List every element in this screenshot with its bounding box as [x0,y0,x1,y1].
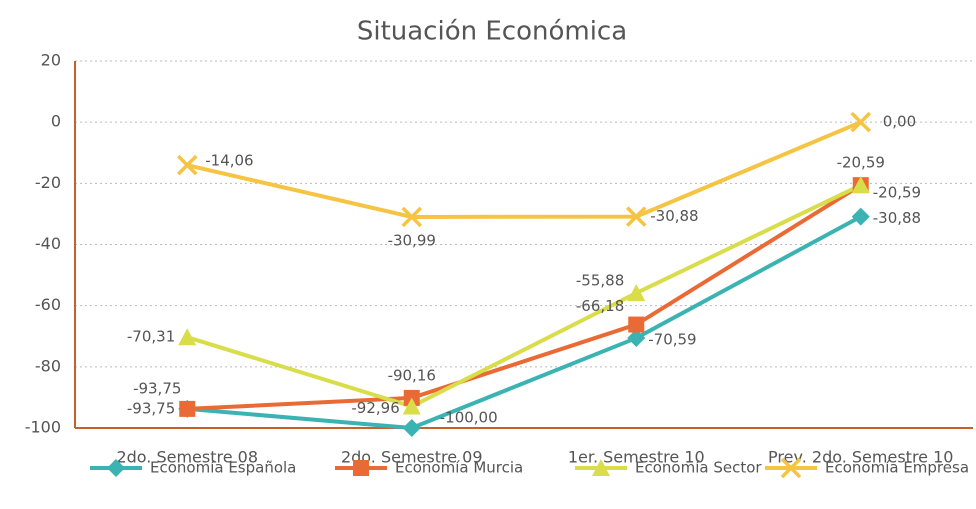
legend-label: Economía Española [150,459,296,477]
y-tick-label: -80 [35,356,61,375]
y-tick-label: 0 [51,112,61,131]
point-marker [628,316,645,333]
value-label: -100,00 [440,409,498,427]
y-tick-label: -60 [35,295,61,314]
series-line [187,214,862,431]
value-label: -90,16 [388,366,436,384]
legend-label: Economía Murcia [395,459,523,477]
point-marker [850,111,871,133]
point-marker [851,176,870,194]
point-marker [402,397,421,415]
chart-title: Situación Económica [357,17,627,47]
value-label: -30,88 [650,207,698,225]
point-marker [627,329,646,348]
value-label: -55,88 [576,272,624,290]
point-marker [627,284,646,302]
x-tick-label: Prev. 2do. Semestre 10 [768,448,953,467]
value-label: -20,59 [837,154,885,172]
value-label: -93,75 [133,379,181,397]
point-marker [851,207,870,226]
legend-marker [353,460,369,476]
x-tick-label: 2do. Semestre 09 [341,448,483,467]
legend-label: Economía Sector [635,459,762,477]
value-label: -70,31 [127,328,175,346]
x-tick-label: 2do. Semestre 08 [116,448,258,467]
point-marker [177,154,198,176]
value-label: -70,59 [648,331,696,349]
point-marker [179,400,196,417]
point-marker [178,328,197,346]
legend-marker [780,457,802,479]
series-line [186,183,862,409]
legend-marker [592,459,610,476]
value-label: -66,18 [576,297,624,315]
series-line [186,120,862,219]
value-label: -30,99 [388,231,436,249]
y-tick-label: -20 [35,173,61,192]
value-label: -92,96 [351,399,399,417]
value-label: -30,88 [873,209,921,227]
value-label: -14,06 [205,152,253,170]
point-marker [626,206,647,227]
y-tick-label: -40 [35,234,61,253]
legend-label: Economía Empresa [825,459,969,477]
legend-marker [107,459,125,477]
value-label: -93,75 [127,399,175,417]
series-line [187,183,862,411]
point-marker [401,206,422,228]
value-label: -20,59 [873,184,921,202]
value-label: 0,00 [883,113,916,131]
y-tick-label: 20 [41,51,61,70]
y-tick-label: -100 [25,418,61,437]
point-marker [402,419,421,437]
